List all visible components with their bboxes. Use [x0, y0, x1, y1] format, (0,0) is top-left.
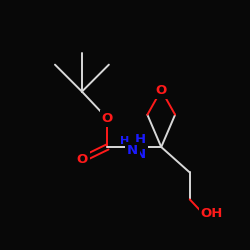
Text: O: O	[76, 153, 88, 166]
Text: N: N	[127, 144, 138, 156]
Text: O: O	[156, 84, 167, 96]
Text: H: H	[120, 136, 129, 146]
Text: OH: OH	[201, 207, 223, 220]
Text: O: O	[102, 112, 113, 125]
Text: H
N: H N	[134, 133, 145, 161]
